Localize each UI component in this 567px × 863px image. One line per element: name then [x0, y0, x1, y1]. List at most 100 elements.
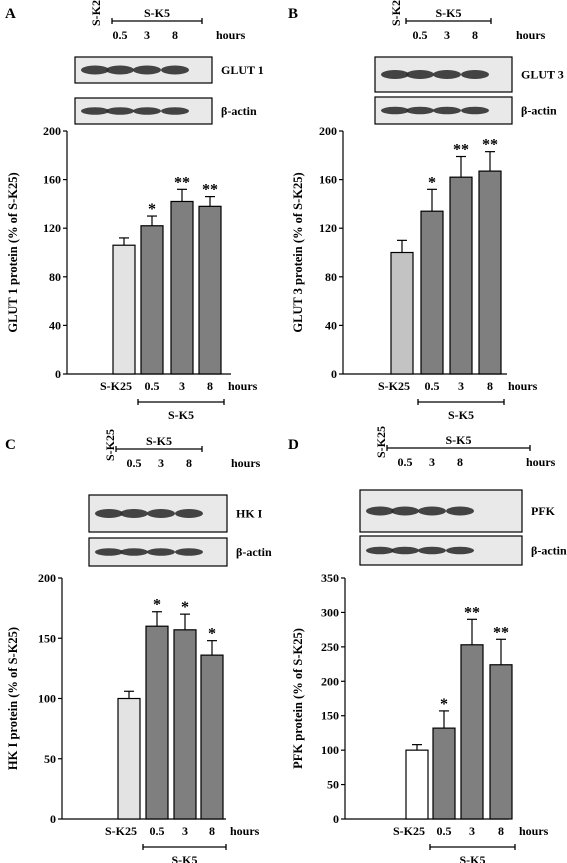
blot-band: [161, 65, 189, 75]
blot-band: [406, 106, 434, 115]
blot-band: [381, 70, 409, 79]
blot-time-label: 8: [457, 455, 463, 469]
blot-label: GLUT 1: [221, 63, 264, 77]
blot-band: [106, 65, 134, 75]
blot-time-unit: hours: [516, 28, 546, 42]
x-category-label: S-K25: [100, 379, 132, 393]
blot-band: [381, 106, 409, 115]
significance-marker: **: [464, 604, 480, 621]
x-category-label: S-K25: [105, 824, 137, 838]
blot-band: [147, 548, 175, 556]
y-tick-label: 250: [321, 640, 339, 654]
blot-label: β-actin: [221, 104, 257, 118]
y-tick-label: 100: [38, 692, 56, 706]
bar: [200, 654, 224, 820]
blot-band: [175, 509, 203, 518]
blot-time-label: 0.5: [413, 28, 428, 42]
blot-band: [406, 70, 434, 79]
blot-band: [147, 509, 175, 518]
panel-d: D S-K25 S-K5 0.5 3 8 hours PFK β-actin 0 50 100 150 2…: [283, 426, 567, 863]
x-group-label: S-K5: [171, 853, 197, 863]
bar: [405, 749, 429, 820]
y-tick-label: 150: [38, 631, 56, 645]
blot-time-unit: hours: [526, 455, 556, 469]
x-category-label: S-K25: [393, 824, 425, 838]
blot-label: HK I: [236, 507, 263, 521]
significance-marker: **: [453, 142, 469, 159]
significance-marker: *: [148, 201, 156, 218]
bar: [390, 251, 414, 375]
panel-label: D: [288, 437, 299, 453]
blot-band: [418, 506, 446, 516]
significance-marker: **: [202, 182, 218, 199]
x-axis-unit-label: hours: [508, 379, 538, 393]
blot-time-label: 8: [186, 456, 192, 470]
bar: [170, 200, 194, 375]
blot-time-label: 3: [158, 456, 164, 470]
x-category-label: 3: [182, 824, 188, 838]
x-axis-unit-label: hours: [230, 824, 260, 838]
bar: [460, 644, 484, 820]
y-tick-label: 40: [325, 318, 337, 332]
panel-b: B S-K25 S-K5 0.5 3 8 hours GLUT 3 β-actin 0 40 80 12…: [283, 0, 566, 431]
blot-band: [446, 546, 474, 555]
x-category-label: 8: [209, 824, 215, 838]
y-tick-label: 100: [321, 743, 339, 757]
y-tick-label: 50: [44, 752, 56, 766]
blot-label: PFK: [531, 504, 556, 518]
panel-c-figure: C S-K25 S-K5 0.5 3 8 hours HK I β-actin 0 50 100 150…: [5, 429, 272, 863]
x-category-label: 3: [179, 379, 185, 393]
panel-b-figure: B S-K25 S-K5 0.5 3 8 hours GLUT 3 β-actin 0 40 80 12…: [288, 0, 564, 422]
blot-label: GLUT 3: [521, 68, 564, 82]
y-tick-label: 80: [325, 270, 337, 284]
blot-time-label: 8: [472, 28, 478, 42]
x-group-label: S-K5: [168, 408, 194, 422]
blot-time-label: 3: [444, 28, 450, 42]
sample-control-label: S-K25: [89, 0, 103, 26]
y-tick-label: 200: [321, 674, 339, 688]
sample-group-label: S-K5: [445, 433, 471, 447]
bar: [449, 176, 473, 375]
bar: [489, 664, 513, 820]
panel-label: A: [5, 6, 16, 22]
blot-band: [461, 106, 489, 115]
bar: [145, 625, 169, 820]
significance-marker: *: [440, 696, 448, 713]
bar: [420, 210, 444, 375]
blot-band: [120, 509, 148, 518]
sample-group-label: S-K5: [144, 6, 170, 20]
sample-control-label: S-K25: [374, 426, 388, 458]
panel-label: C: [5, 437, 16, 453]
panel-a: A S-K25 S-K5 0.5 3 8 hours GLUT 1 β-actin 0 40 80 12…: [0, 0, 283, 431]
x-category-label: 0.5: [150, 824, 165, 838]
blot-time-unit: hours: [231, 456, 261, 470]
x-category-label: 0.5: [145, 379, 160, 393]
blot-time-unit: hours: [216, 28, 246, 42]
panel-a-figure: A S-K25 S-K5 0.5 3 8 hours GLUT 1 β-actin 0 40 80 12…: [5, 0, 264, 422]
y-axis-label: HK I protein (% of S-K25): [6, 627, 20, 770]
y-tick-label: 0: [50, 812, 56, 826]
x-category-label: S-K25: [378, 379, 410, 393]
blot-band: [133, 65, 161, 75]
significance-marker: *: [208, 626, 216, 643]
blot-band: [391, 506, 419, 516]
y-tick-label: 160: [319, 173, 337, 187]
x-category-label: 3: [458, 379, 464, 393]
blot-band: [120, 548, 148, 556]
blot-band: [366, 506, 394, 516]
y-tick-label: 200: [43, 124, 61, 138]
x-category-label: 0.5: [425, 379, 440, 393]
sample-control-label: S-K25: [389, 0, 403, 26]
y-tick-label: 160: [43, 173, 61, 187]
y-tick-label: 120: [319, 221, 337, 235]
x-category-label: 0.5: [437, 824, 452, 838]
blot-band: [81, 107, 109, 115]
blot-band: [95, 548, 123, 556]
y-axis-label: PFK protein (% of S-K25): [291, 628, 305, 769]
blot-band: [161, 107, 189, 115]
blot-time-label: 3: [144, 28, 150, 42]
significance-marker: **: [482, 137, 498, 154]
y-tick-label: 0: [331, 367, 337, 381]
y-axis-label: GLUT 3 protein (% of S-K25): [291, 172, 305, 332]
significance-marker: **: [174, 174, 190, 191]
